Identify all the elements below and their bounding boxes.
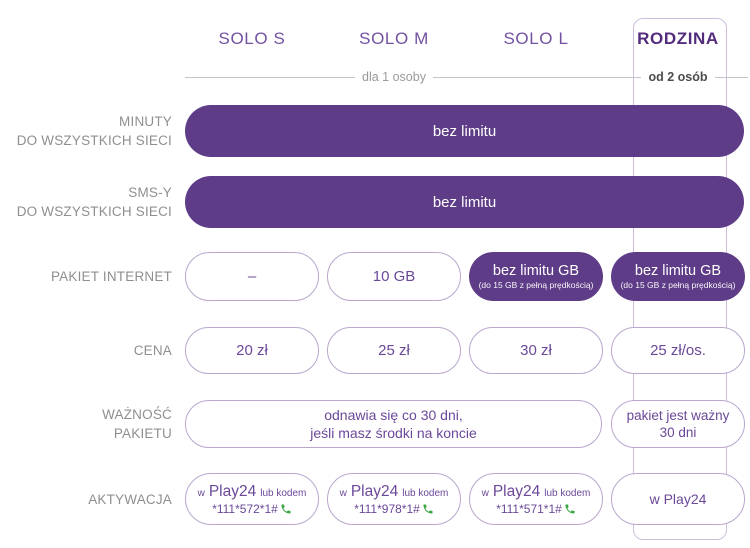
row-label-price: CENA <box>133 343 172 358</box>
activation-suffix: lub kodem <box>544 487 591 499</box>
cell-internet-solo-l: bez limitu GB (do 15 GB z pełną prędkośc… <box>469 252 603 301</box>
cell-validity-rodzina: pakiet jest ważny 30 dni <box>611 400 745 448</box>
cell-internet-solo-m: 10 GB <box>327 252 461 301</box>
row-label-validity-line1: WAŻNOŚĆ <box>102 407 172 422</box>
activation-suffix: lub kodem <box>260 487 307 499</box>
column-header-solo-s: SOLO S <box>218 29 286 48</box>
activation-suffix: lub kodem <box>402 487 449 499</box>
cell-price-solo-l: 30 zł <box>469 327 603 374</box>
header-divider-line <box>185 77 748 78</box>
activation-code: *111*572*1# <box>212 501 278 516</box>
cell-sms-all: bez limitu <box>185 176 744 228</box>
column-header-solo-l: SOLO L <box>503 29 569 48</box>
cell-activation-rodzina: w Play24 <box>611 473 745 525</box>
cell-activation-solo-l: w Play24 lub kodem *111*571*1# <box>469 473 603 525</box>
row-label-sms: SMS-Y DO WSZYSTKICH SIECI <box>0 183 172 221</box>
column-header-rodzina: RODZINA <box>637 29 719 48</box>
internet-rodzina-value: bez limitu GB <box>634 262 722 279</box>
validity-solo-line1: odnawia się co 30 dni, <box>324 407 463 423</box>
cell-internet-rodzina: bez limitu GB (do 15 GB z pełną prędkośc… <box>611 252 745 301</box>
cell-validity-solo: odnawia się co 30 dni, jeśli masz środki… <box>185 400 602 448</box>
row-label-validity-line2: PAKIETU <box>113 426 172 441</box>
activation-app-name: Play24 <box>208 482 257 500</box>
internet-rodzina-note: (do 15 GB z pełną prędkością) <box>620 279 736 290</box>
row-label-sms-line2: DO WSZYSTKICH SIECI <box>16 204 172 219</box>
column-header-solo-m: SOLO M <box>359 29 429 48</box>
cell-internet-solo-s: – <box>185 252 319 301</box>
phone-icon <box>280 503 292 515</box>
row-label-validity: WAŻNOŚĆ PAKIETU <box>0 405 172 443</box>
activation-solo-m-line2: *111*978*1# <box>354 502 434 516</box>
activation-prefix: w <box>339 487 347 499</box>
phone-icon <box>422 503 434 515</box>
cell-activation-solo-m: w Play24 lub kodem *111*978*1# <box>327 473 461 525</box>
row-label-minutes-line2: DO WSZYSTKICH SIECI <box>16 133 172 148</box>
activation-app-name: Play24 <box>492 482 541 500</box>
row-label-minutes-line1: MINUTY <box>119 114 172 129</box>
row-label-activation: AKTYWACJA <box>88 492 172 507</box>
activation-solo-m-line1: w Play24 lub kodem <box>340 483 449 501</box>
cell-minutes-all: bez limitu <box>185 105 744 157</box>
activation-code: *111*571*1# <box>496 501 562 516</box>
activation-solo-l-line1: w Play24 lub kodem <box>482 483 591 501</box>
rodzina-group-note: od 2 osób <box>611 69 745 85</box>
activation-code: *111*978*1# <box>354 501 420 516</box>
validity-rodzina-line1: pakiet jest ważny <box>626 408 730 423</box>
row-label-minutes: MINUTY DO WSZYSTKICH SIECI <box>0 112 172 150</box>
activation-app-name: Play24 <box>350 482 399 500</box>
cell-price-rodzina: 25 zł/os. <box>611 327 745 374</box>
cell-price-solo-s: 20 zł <box>185 327 319 374</box>
rodzina-group-note-text: od 2 osób <box>641 69 715 85</box>
internet-solo-l-value: bez limitu GB <box>492 262 580 279</box>
cell-activation-solo-s: w Play24 lub kodem *111*572*1# <box>185 473 319 525</box>
row-label-internet: PAKIET INTERNET <box>50 269 172 284</box>
internet-solo-l-note: (do 15 GB z pełną prędkością) <box>478 279 594 290</box>
activation-solo-s-line1: w Play24 lub kodem <box>198 483 307 501</box>
solo-group-note: dla 1 osoby <box>327 69 461 85</box>
solo-group-note-text: dla 1 osoby <box>355 69 433 85</box>
row-label-sms-line1: SMS-Y <box>128 185 172 200</box>
activation-solo-s-line2: *111*572*1# <box>212 502 292 516</box>
activation-solo-l-line2: *111*571*1# <box>496 502 576 516</box>
activation-prefix: w <box>481 487 489 499</box>
validity-solo-line2: jeśli masz środki na koncie <box>310 425 477 441</box>
validity-rodzina-line2: 30 dni <box>659 425 697 440</box>
phone-icon <box>564 503 576 515</box>
activation-prefix: w <box>197 487 205 499</box>
cell-price-solo-m: 25 zł <box>327 327 461 374</box>
